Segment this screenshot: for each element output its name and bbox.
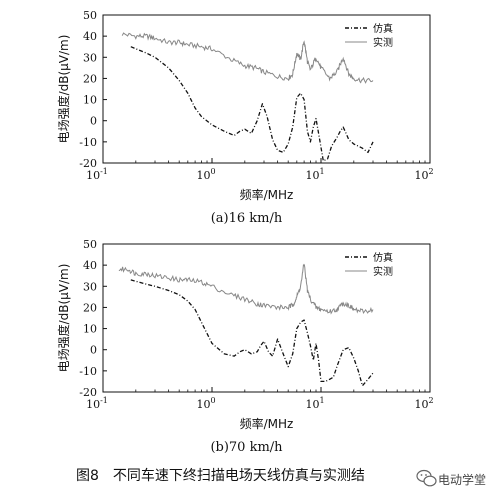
x-tick-label: 101 (305, 396, 324, 411)
watermark: 电动学堂 (416, 469, 486, 487)
legend-label: 仿真 (373, 22, 393, 35)
y-tick-label: 0 (90, 344, 97, 357)
x-tick-label: 101 (305, 167, 324, 182)
x-tick-label: 10-1 (86, 396, 108, 411)
panel-caption: (b)70 km/h (210, 440, 283, 455)
x-tick-label: 102 (414, 396, 433, 411)
figure-caption: 图8 不同车速下终扫描电场天线仿真与实测结 (76, 467, 365, 484)
y-tick-label: 30 (83, 51, 97, 64)
y-tick-label: -20 (79, 386, 97, 399)
y-tick-label: 40 (83, 30, 97, 43)
y-tick-label: 0 (90, 115, 97, 128)
legend-label: 实测 (373, 36, 393, 49)
plot-frame (102, 14, 431, 164)
legend-label: 仿真 (373, 251, 393, 264)
y-tick-label: 30 (83, 280, 97, 293)
plot-frame (102, 243, 431, 393)
y-tick-label: 50 (83, 9, 97, 22)
y-tick-label: 20 (83, 72, 97, 85)
x-axis-label: 频率/MHz (240, 416, 294, 431)
y-tick-label: 10 (83, 323, 97, 336)
series-simulation-line (130, 46, 374, 162)
y-tick-label: -10 (79, 365, 97, 378)
series-measured-line (121, 32, 374, 84)
x-tick-label: 10-1 (86, 167, 108, 182)
y-axis-label: 电场强度/dB(μV/m) (56, 264, 71, 373)
series-simulation-line (130, 279, 374, 387)
series-measured-line (118, 263, 374, 315)
x-tick-label: 102 (414, 167, 433, 182)
x-axis-label: 频率/MHz (240, 187, 294, 202)
y-tick-label: 10 (83, 94, 97, 107)
legend-label: 实测 (373, 265, 393, 278)
chart-70kmh: -20 -10 0 10 20 30 40 50 10-1 100 101 102 频率/MHz 电场强度… (56, 238, 434, 455)
y-tick-label: 20 (83, 301, 97, 314)
x-tick-label: 100 (196, 167, 215, 182)
watermark-text: 电动学堂 (438, 472, 486, 487)
wechat-icon (416, 469, 437, 487)
chart-16kmh: -20 -10 0 10 20 30 40 50 10-1 100 101 102 频率/MHz 电场强度… (56, 9, 434, 226)
panel-caption: (a)16 km/h (211, 211, 283, 226)
y-tick-label: -10 (79, 136, 97, 149)
y-tick-label: 50 (83, 238, 97, 251)
y-tick-label: 40 (83, 259, 97, 272)
x-tick-label: 100 (196, 396, 215, 411)
y-axis-label: 电场强度/dB(μV/m) (56, 35, 71, 144)
y-tick-label: -20 (79, 157, 97, 170)
